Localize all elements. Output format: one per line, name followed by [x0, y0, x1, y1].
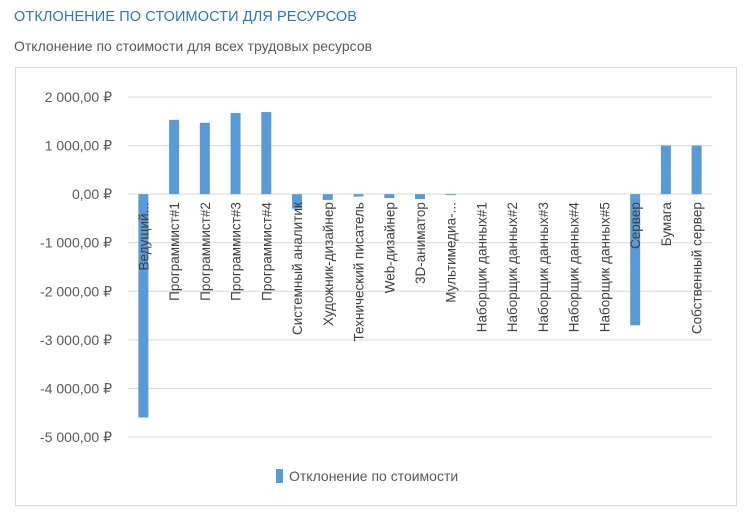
x-category-label: Собственный сервер — [690, 202, 705, 334]
legend-label: Отклонение по стоимости — [289, 468, 459, 484]
y-tick-label: 0,00 ₽ — [72, 186, 112, 202]
y-tick-label: -5 000,00 ₽ — [40, 429, 112, 445]
bar — [660, 145, 671, 195]
y-tick-label: -3 000,00 ₽ — [40, 332, 112, 348]
page-subtitle: Отклонение по стоимости для всех трудовы… — [14, 38, 373, 54]
bar — [322, 194, 333, 200]
y-tick-label: 2 000,00 ₽ — [45, 89, 112, 105]
x-category-label: Технический писатель — [352, 202, 367, 341]
x-category-label: Программист#2 — [198, 202, 213, 301]
x-category-label: Программист#3 — [229, 202, 244, 301]
x-category-label: Наборщик данных#5 — [597, 202, 612, 332]
x-category-label: Web-дизайнер — [382, 202, 397, 293]
bar — [353, 194, 364, 197]
bar — [445, 194, 456, 196]
bar — [384, 194, 395, 199]
x-category-label: Мультимедиа-... — [444, 202, 459, 303]
bar — [292, 194, 303, 209]
bar — [230, 113, 241, 195]
bar — [691, 145, 702, 195]
x-category-label: Наборщик данных#2 — [505, 202, 520, 332]
x-category-label: Бумага — [659, 202, 674, 247]
bar — [138, 194, 149, 418]
x-category-label: 3D-аниматор — [413, 202, 428, 284]
x-category-label: Программист#1 — [167, 202, 182, 301]
x-category-label: Ведущий... — [136, 202, 151, 270]
page-title: ОТКЛОНЕНИЕ ПО СТОИМОСТИ ДЛЯ РЕСУРСОВ — [14, 9, 357, 25]
x-category-label: Наборщик данных#1 — [474, 202, 489, 332]
y-tick-label: -2 000,00 ₽ — [40, 283, 112, 299]
x-category-label: Наборщик данных#3 — [536, 202, 551, 332]
bar — [169, 119, 180, 195]
bar — [199, 122, 210, 195]
x-category-label: Программист#4 — [259, 202, 274, 301]
y-tick-label: 1 000,00 ₽ — [45, 138, 112, 154]
x-category-label: Наборщик данных#4 — [567, 202, 582, 333]
chart-frame — [15, 67, 737, 506]
y-tick-label: -1 000,00 ₽ — [40, 235, 112, 251]
bar — [415, 194, 425, 199]
x-category-label: Системный аналитик — [290, 202, 305, 335]
chart-legend: Отклонение по стоимости — [276, 468, 458, 484]
bar — [261, 112, 272, 195]
x-category-label: Художник-дизайнер — [321, 202, 336, 326]
y-tick-label: -4 000,00 ₽ — [40, 380, 112, 396]
legend-swatch — [276, 469, 283, 483]
x-category-label: Сервер — [628, 202, 643, 249]
bar — [630, 194, 641, 326]
